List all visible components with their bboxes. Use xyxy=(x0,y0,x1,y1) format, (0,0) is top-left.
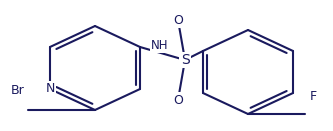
Text: O: O xyxy=(173,94,183,107)
Text: F: F xyxy=(309,89,317,102)
Text: N: N xyxy=(45,83,55,95)
Text: S: S xyxy=(180,53,189,67)
Text: O: O xyxy=(173,13,183,26)
Text: Br: Br xyxy=(11,83,25,97)
Text: NH: NH xyxy=(151,39,168,52)
